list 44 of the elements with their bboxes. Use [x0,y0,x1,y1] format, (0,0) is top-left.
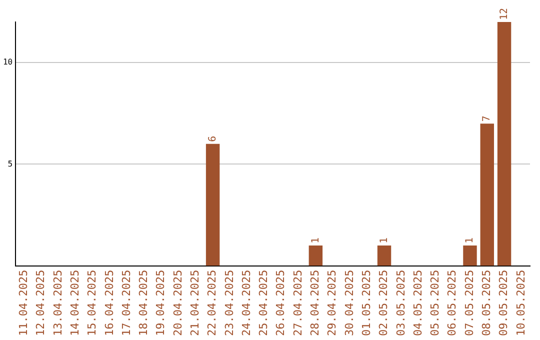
data-label: 7 [482,116,493,122]
data-label: 1 [464,237,476,244]
x-tick-label: 21.04.2025 [188,270,202,336]
x-tick-label: 28.04.2025 [308,270,322,336]
x-tick-label: 18.04.2025 [137,270,150,336]
x-tick-label: 08.05.2025 [480,270,493,336]
bar [308,245,323,266]
bar [480,124,494,266]
data-label: 12 [498,8,510,20]
x-tick-label: 12.04.2025 [34,270,48,336]
x-tick-label: 10.05.2025 [514,270,528,336]
x-tick-label: 26.04.2025 [274,270,288,336]
bar [463,245,477,266]
x-tick-label: 15.04.2025 [86,270,99,336]
x-tick-label: 14.04.2025 [68,270,82,336]
x-tick-label: 03.05.2025 [394,270,408,336]
x-tick-label: 02.05.2025 [377,270,390,336]
x-tick-label: 09.05.2025 [497,270,510,336]
x-tick-label: 25.04.2025 [257,270,270,336]
x-tick-label: 23.04.2025 [222,270,236,336]
bar [377,245,392,266]
y-tick-label: 5 [8,159,13,168]
y-tick-label: 10 [2,58,13,67]
bar [206,144,220,266]
x-tick-label: 13.04.2025 [51,270,64,336]
x-tick-label: 20.04.2025 [171,270,184,336]
x-tick-label: 06.05.2025 [446,270,459,336]
x-tick-label: 17.04.2025 [120,270,133,336]
x-tick-label: 04.05.2025 [411,270,424,336]
data-label: 1 [378,237,390,244]
x-tick-label: 01.05.2025 [360,270,373,336]
x-tick-label: 19.04.2025 [154,270,168,336]
data-label: 6 [207,136,218,142]
data-label: 1 [310,237,322,244]
x-tick-label: 27.04.2025 [291,270,304,336]
x-tick-label: 24.04.2025 [240,270,253,336]
x-tick-label: 16.04.2025 [102,270,116,336]
bar [497,22,512,266]
x-tick-label: 29.04.2025 [326,270,339,336]
x-tick-label: 11.04.2025 [17,270,30,336]
x-tick-label: 05.05.2025 [428,270,442,336]
x-tick-label: 30.04.2025 [342,270,356,336]
x-tick-label: 07.05.2025 [462,270,476,336]
x-tick-label: 22.04.2025 [206,270,219,336]
